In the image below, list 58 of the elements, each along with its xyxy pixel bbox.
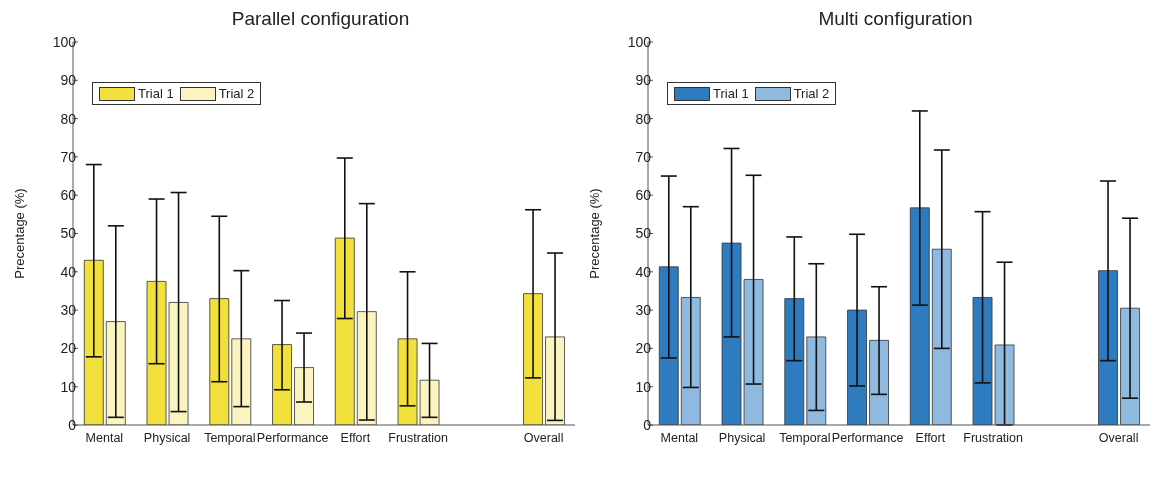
bar [83, 259, 104, 425]
x-tick-label: Frustration [963, 430, 1024, 445]
bar [1098, 270, 1118, 425]
y-axis-title: Precentage (%) [586, 188, 602, 279]
y-tick-label: 40 [635, 263, 652, 280]
x-tick-label: Performance [831, 430, 904, 445]
x-tick-label: Temporal [779, 430, 831, 445]
x-tick-label: Frustration [388, 430, 449, 445]
y-tick-label: 0 [68, 416, 77, 433]
y-tick-label: 0 [643, 416, 652, 433]
x-tick-label: Performance [256, 430, 329, 445]
bar [869, 339, 889, 425]
bar [272, 344, 292, 425]
bar [931, 248, 952, 425]
y-tick-label: 30 [60, 302, 77, 319]
bar [909, 207, 930, 425]
bar [209, 298, 230, 425]
y-tick-label: 10 [635, 378, 652, 395]
y-tick-label: 10 [60, 378, 77, 395]
x-tick-label: Mental [85, 430, 124, 445]
bar [658, 266, 679, 425]
y-tick-label: 40 [60, 263, 77, 280]
bar [847, 309, 867, 425]
x-tick-label: Mental [660, 430, 699, 445]
y-tick-label: 70 [635, 148, 652, 165]
bar [523, 293, 543, 425]
chart-title: Multi configuration [817, 8, 974, 31]
legend-label: Trial 1 [712, 86, 749, 101]
y-tick-label: 30 [635, 302, 652, 319]
x-tick-label: Effort [340, 430, 371, 445]
y-tick-label: 20 [635, 340, 652, 357]
bar [784, 298, 805, 425]
y-tick-label: 50 [635, 225, 652, 242]
x-tick-label: Overall [523, 430, 564, 445]
bar [680, 297, 701, 425]
y-tick-label: 90 [635, 72, 652, 89]
y-tick-label: 70 [60, 148, 77, 165]
x-tick-label: Effort [915, 430, 946, 445]
chart-title: Parallel configuration [230, 8, 411, 31]
y-tick-label: 60 [60, 187, 77, 204]
y-tick-label: 100 [627, 33, 652, 50]
y-tick-label: 80 [60, 110, 77, 127]
x-tick-label: Physical [718, 430, 766, 445]
x-tick-label: Overall [1098, 430, 1139, 445]
legend-label: Trial 2 [217, 86, 255, 101]
legend-label: Trial 2 [792, 86, 830, 101]
bar [334, 237, 355, 425]
x-tick-label: Physical [143, 430, 191, 445]
y-tick-label: 100 [52, 33, 77, 50]
y-tick-label: 90 [60, 72, 77, 89]
y-tick-label: 20 [60, 340, 77, 357]
y-tick-label: 80 [635, 110, 652, 127]
bar [105, 321, 126, 425]
legend-label: Trial 1 [137, 86, 174, 101]
y-axis-title: Precentage (%) [11, 188, 27, 279]
y-tick-label: 50 [60, 225, 77, 242]
y-tick-label: 60 [635, 187, 652, 204]
x-tick-label: Temporal [204, 430, 256, 445]
